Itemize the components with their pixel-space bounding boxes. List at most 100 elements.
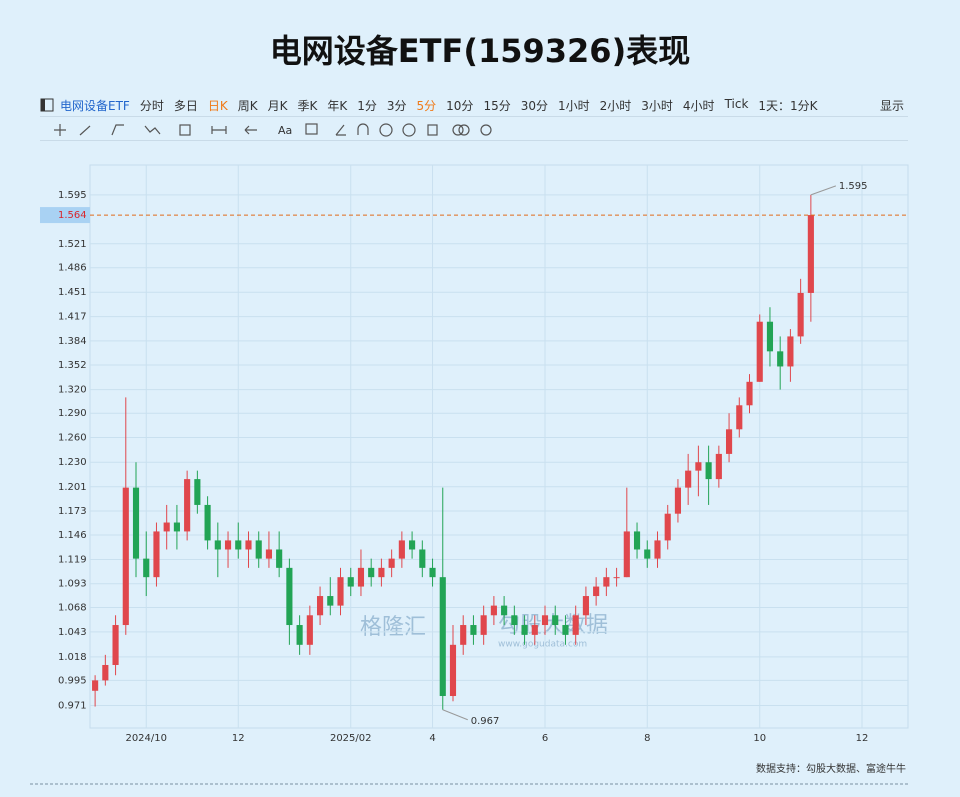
layout-icon[interactable] (40, 98, 54, 112)
candle-body (756, 321, 763, 382)
candle-body (654, 540, 661, 559)
candle-body (593, 586, 600, 597)
max-leader (810, 185, 837, 196)
candle-body (265, 549, 273, 559)
note-tool[interactable] (305, 123, 318, 135)
candle-body (633, 531, 641, 550)
period-button[interactable]: 15分 (483, 98, 511, 113)
y-tick-label: 1.119 (58, 555, 87, 566)
period-button[interactable]: 10分 (446, 98, 474, 113)
candle-body (746, 381, 753, 406)
range-selector[interactable]: 1天：1分K (758, 98, 818, 113)
period-button[interactable]: 1小时 (558, 98, 590, 113)
y-tick-label: 1.451 (58, 287, 87, 298)
period-button[interactable]: 2小时 (599, 98, 632, 113)
x-tick-label: 12 (856, 733, 869, 744)
candle-body (531, 625, 538, 635)
candle-body (470, 625, 477, 635)
magnet-tool[interactable] (357, 123, 369, 135)
y-tick-label: 1.290 (58, 408, 87, 419)
candle-body (460, 625, 467, 645)
settings-tool[interactable] (480, 124, 492, 136)
y-tick-label: 1.352 (58, 360, 87, 371)
candle-body (204, 504, 211, 541)
candle-body (797, 292, 804, 337)
candle-body (327, 596, 334, 606)
arrow-tool[interactable] (244, 125, 257, 135)
period-button[interactable]: 4小时 (682, 98, 715, 113)
y-tick-label: 0.971 (58, 701, 87, 712)
period-button[interactable]: 30分 (520, 98, 548, 113)
candle-body (501, 605, 508, 616)
min-label: 0.967 (471, 716, 500, 727)
y-tick-label: 1.595 (58, 190, 87, 201)
text-tool[interactable]: Aa (278, 124, 292, 137)
link-tool[interactable] (452, 124, 464, 136)
x-tick-label: 6 (542, 733, 548, 744)
display-button[interactable]: 显示 (879, 98, 904, 113)
candle-body (368, 567, 375, 578)
candle-body (276, 549, 283, 568)
candle-body (132, 487, 140, 559)
candle-body (194, 479, 201, 505)
period-button[interactable]: 1分 (357, 98, 377, 113)
eye-tool[interactable] (379, 123, 393, 137)
delete-tool[interactable] (427, 124, 438, 136)
watermark-brand: 格隆汇 (360, 615, 426, 640)
y-tick-label: 1.486 (58, 263, 87, 274)
candle-body (623, 531, 630, 578)
period-button[interactable]: 周K (237, 98, 258, 113)
candle-body (490, 605, 497, 616)
y-tick-label: 1.201 (58, 482, 87, 493)
x-tick-label: 8 (644, 733, 650, 744)
candle-body (153, 531, 160, 578)
candle-body (388, 558, 395, 568)
period-button[interactable]: 3小时 (641, 98, 673, 113)
period-button[interactable]: Tick (724, 96, 749, 111)
period-button[interactable]: 3分 (386, 98, 407, 113)
y-tick-label: 1.230 (58, 457, 87, 468)
candle-body (685, 470, 692, 488)
wave-tool[interactable] (144, 125, 161, 135)
period-button[interactable]: 月K (267, 98, 288, 113)
candle-body (378, 567, 385, 578)
watermark-brand-2: 勾股大数据 (498, 613, 608, 638)
link-tool-2[interactable] (458, 124, 470, 136)
candle-body (286, 567, 293, 626)
period-button[interactable]: 年K (327, 98, 348, 113)
angle-tool[interactable] (335, 124, 346, 136)
max-label: 1.595 (839, 181, 868, 192)
last-price-label: 1.564 (58, 210, 87, 221)
candle-body (296, 625, 303, 645)
candle-body (184, 479, 191, 532)
period-button[interactable]: 季K (297, 98, 318, 113)
candle-body (521, 625, 528, 635)
x-tick-label: 10 (753, 733, 766, 744)
symbol[interactable]: 电网设备ETF (60, 98, 130, 113)
candle-body (214, 540, 221, 550)
period-button[interactable]: 5分 (416, 98, 437, 113)
line-tool[interactable] (79, 125, 91, 136)
tool-icons: Aa (54, 123, 492, 137)
move-tool[interactable] (54, 124, 66, 136)
hide-tool[interactable] (402, 123, 416, 137)
y-tick-label: 1.521 (58, 239, 87, 250)
y-tick-label: 1.018 (58, 652, 87, 663)
period-button[interactable]: 分时 (139, 98, 164, 113)
candle-body (143, 558, 150, 578)
candle-body (398, 540, 405, 559)
candle-body (92, 680, 99, 691)
ray-tool[interactable] (111, 124, 124, 136)
period-button[interactable]: 日K (207, 98, 228, 113)
fib-tool[interactable] (179, 124, 191, 136)
candle-body (173, 522, 180, 532)
candle-body (541, 615, 549, 626)
candle-body (316, 596, 324, 616)
candle-body (224, 540, 232, 550)
candle-body (807, 215, 814, 293)
candle-body (429, 567, 436, 578)
period-button[interactable]: 多日 (173, 98, 198, 113)
measure-tool[interactable] (211, 126, 227, 134)
min-leader (442, 709, 468, 721)
